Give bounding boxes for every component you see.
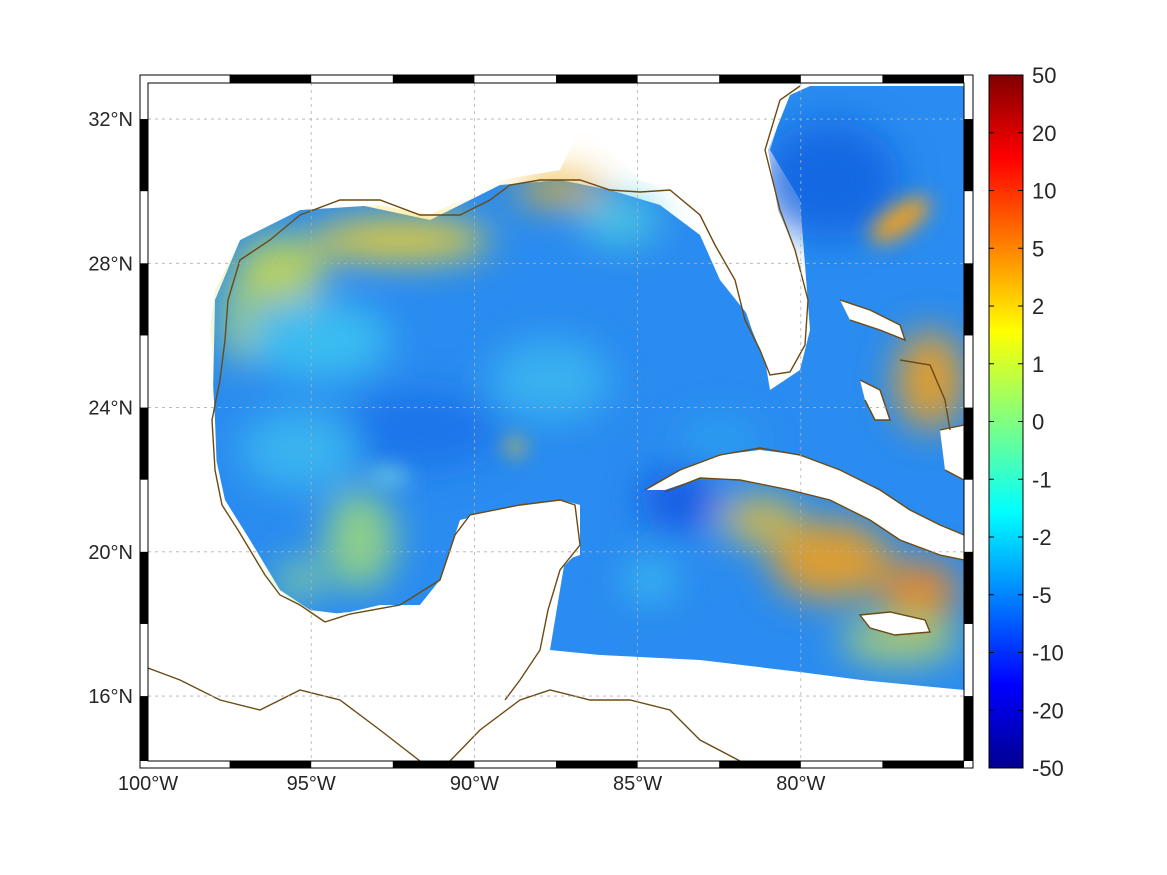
frame-segment [719, 761, 801, 768]
x-tick-label: 85°W [613, 773, 662, 795]
frame-segment [392, 75, 475, 83]
axis-ticks: 100°W 95°W 90°W 85°W 80°W 32°N 28°N 24°N 20°N 16°… [88, 109, 825, 795]
frame-segment [140, 263, 148, 336]
frame-segment [882, 761, 964, 768]
frame-segments [140, 75, 973, 768]
colorbar-gradient [988, 74, 1024, 769]
y-tick-label: 20°N [88, 542, 133, 564]
colorbar-tick-label: -50 [1032, 756, 1064, 781]
frame-segment [964, 263, 973, 336]
frame-segment [140, 696, 148, 761]
frame-segment [964, 407, 973, 480]
map-frame [139, 74, 974, 769]
y-tick-label: 28°N [88, 253, 133, 275]
x-tick-label: 100°W [118, 773, 178, 795]
frame-segment [556, 75, 638, 83]
data-field [148, 83, 964, 761]
colorbar-tick-label: 1 [1032, 352, 1044, 377]
y-tick-label: 32°N [88, 109, 133, 131]
y-tick-label: 16°N [88, 686, 133, 708]
colorbar-tick-label: -20 [1032, 698, 1064, 723]
frame-segment [882, 75, 964, 83]
colorbar-tick-label: 2 [1032, 294, 1044, 319]
coastlines [148, 85, 964, 761]
frame-segment [964, 551, 973, 624]
colorbar-tick-label: -5 [1032, 583, 1052, 608]
frame-segment [964, 119, 973, 192]
colorbar-tick-label: 20 [1032, 121, 1056, 146]
colorbar-tick-label: -2 [1032, 525, 1052, 550]
x-tick-label: 95°W [287, 773, 336, 795]
land-mask [148, 86, 964, 761]
frame-segment [140, 407, 148, 480]
frame-segment [964, 696, 973, 761]
field-hotspots [370, 196, 930, 483]
y-tick-label: 24°N [88, 398, 133, 420]
frame-segment [140, 119, 148, 192]
frame-segment [719, 75, 801, 83]
field-anomalies [220, 120, 964, 665]
colorbar-tick-label: 50 [1032, 63, 1056, 88]
frame-segment [140, 551, 148, 624]
graticule [148, 83, 964, 761]
frame-segment [556, 761, 638, 768]
colorbar-tick-label: 5 [1032, 236, 1044, 261]
x-tick-label: 80°W [776, 773, 825, 795]
colorbar-tick-label: -10 [1032, 641, 1064, 666]
colorbar-tick-label: 0 [1032, 410, 1044, 435]
colorbar-tick-label: 10 [1032, 179, 1056, 204]
frame-segment [392, 761, 475, 768]
frame-segment [229, 761, 312, 768]
frame-segment [229, 75, 312, 83]
colorbar-tick-label: -1 [1032, 467, 1052, 492]
x-tick-label: 90°W [450, 773, 499, 795]
